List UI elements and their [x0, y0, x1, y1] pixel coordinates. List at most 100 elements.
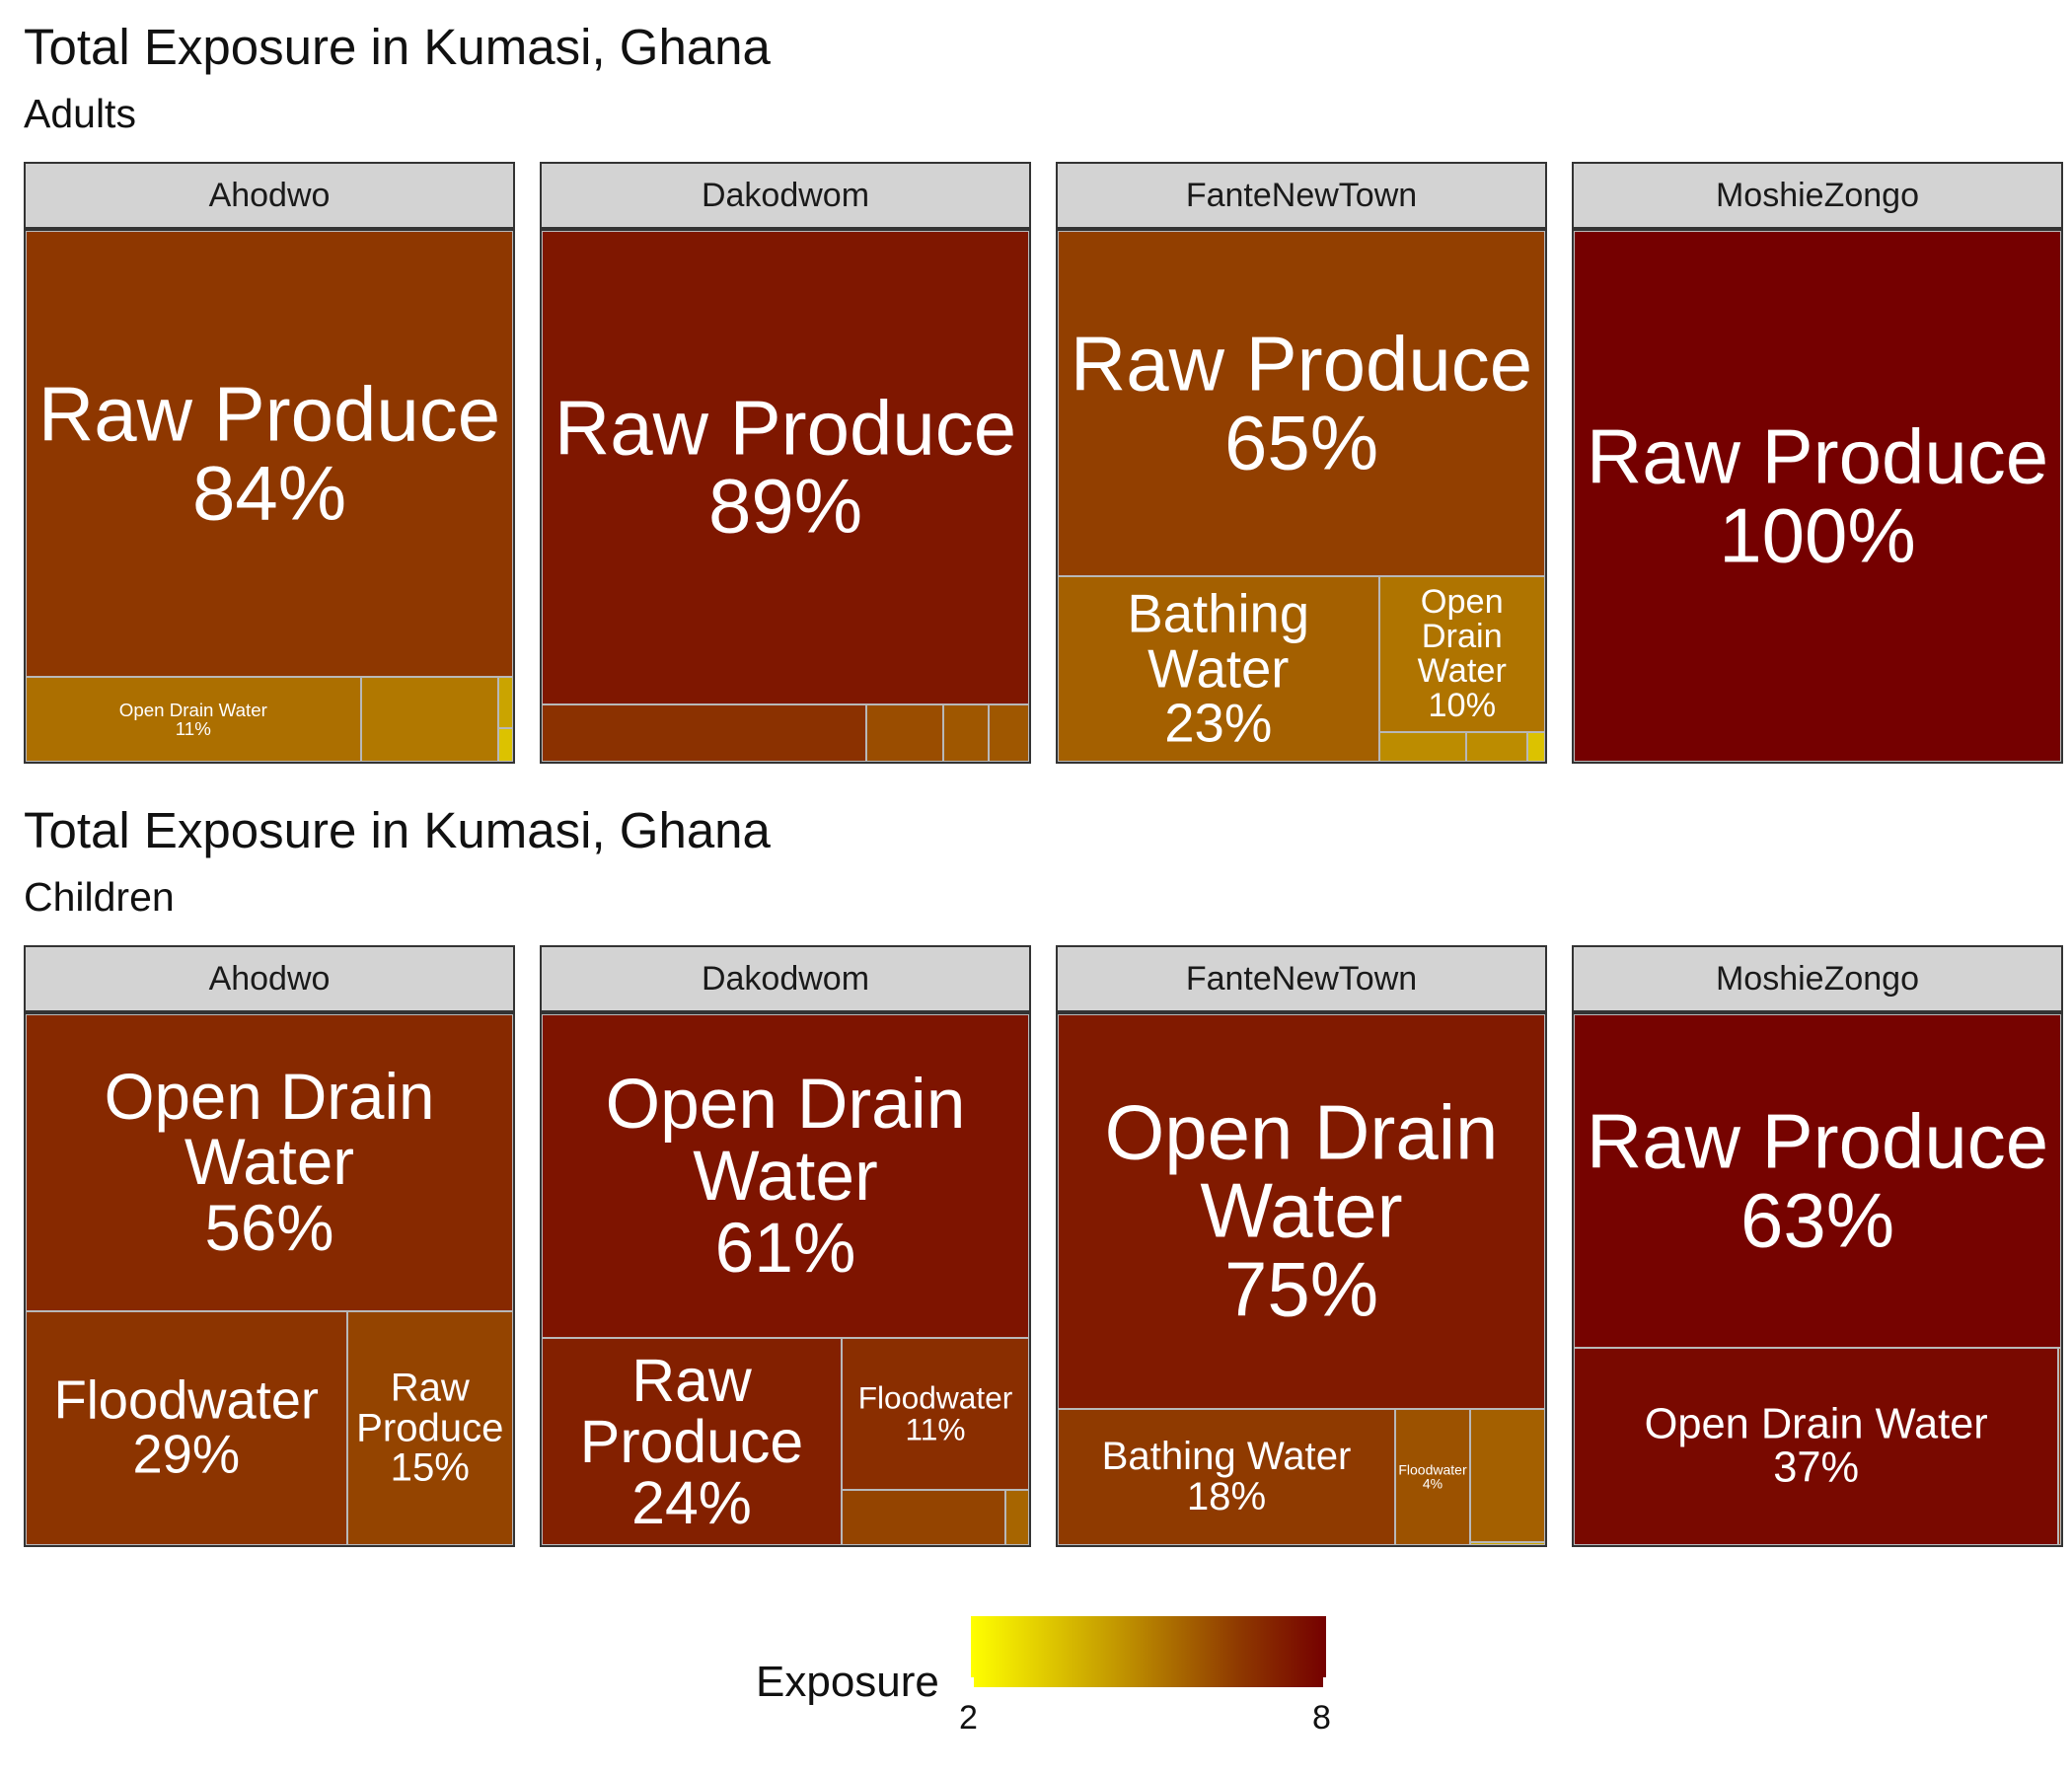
treemap-panel: Open Drain Water 61% Raw Produce 24% Floodwa… — [540, 1012, 1031, 1547]
treemap-panel: Raw Produce 100% — [1572, 229, 2063, 764]
section-subtitle: Adults — [24, 91, 136, 136]
treemap-tile — [360, 676, 498, 762]
tile-percent: 56% — [204, 1192, 334, 1265]
section-title: Total Exposure in Kumasi, Ghana — [24, 802, 771, 858]
treemap-tile: Raw Produce 15% — [346, 1311, 513, 1545]
facet-fantenewtown: FanteNewTown Open Drain Water 75% Bathing W… — [1056, 945, 1547, 1547]
facet-strip-label: MoshieZongo — [1572, 162, 2063, 229]
treemap-tile: Open Drain Water 11% — [26, 676, 361, 762]
treemap-panel: Raw Produce 84% Open Drain Water 11% — [24, 229, 515, 764]
legend-tick-min: 2 — [959, 1699, 978, 1737]
legend-tickmark-max — [1323, 1677, 1326, 1687]
facet-strip-label: FanteNewTown — [1056, 945, 1547, 1012]
tile-label: Raw Produce 89% — [543, 389, 1028, 546]
tile-label: Floodwater 11% — [843, 1382, 1028, 1446]
treemap-tile: Raw Produce 100% — [1574, 231, 2061, 762]
treemap-tile: Floodwater 29% — [26, 1311, 347, 1545]
treemap-tile: Raw Produce 84% — [26, 231, 513, 677]
treemap-tile — [542, 703, 867, 762]
tile-percent: 11% — [175, 717, 211, 739]
treemap-tile: Raw Produce 89% — [542, 231, 1029, 704]
section-title: Total Exposure in Kumasi, Ghana — [24, 19, 771, 75]
treemap-tile: Open Drain Water 56% — [26, 1014, 513, 1312]
tile-percent: 24% — [631, 1469, 752, 1537]
treemap-tile — [988, 703, 1029, 762]
tile-label: Open Drain Water 61% — [543, 1069, 1028, 1284]
tile-percent: 11% — [905, 1412, 966, 1448]
tile-category: Open Drain Water — [1104, 1088, 1499, 1254]
tile-label: Raw Produce 15% — [348, 1368, 512, 1489]
tile-percent: 23% — [1164, 693, 1273, 754]
treemap-tile — [943, 703, 989, 762]
tile-category: Bathing Water — [1101, 1433, 1352, 1478]
treemap-panel: Raw Produce 63% Open Drain Water 37% — [1572, 1012, 2063, 1547]
treemap-tile — [1005, 1490, 1029, 1545]
tile-percent: 10% — [1428, 687, 1497, 725]
treemap-tile: Open Drain Water 37% — [1574, 1348, 2059, 1545]
tile-percent: 37% — [1773, 1444, 1860, 1493]
tile-label: Raw Produce 24% — [543, 1350, 841, 1533]
tile-percent: 100% — [1719, 491, 1916, 578]
tile-category: Floodwater — [857, 1379, 1013, 1416]
tile-category: Raw Produce — [1586, 1097, 2049, 1185]
tile-percent: 15% — [390, 1446, 470, 1491]
tile-label: Raw Produce 63% — [1575, 1102, 2060, 1260]
tile-category: Open Drain Water — [1417, 583, 1507, 691]
tile-category: Open Drain Water — [104, 1060, 435, 1199]
treemap-tile — [842, 1490, 1006, 1545]
treemap-tile — [1378, 731, 1467, 762]
tile-category: Floodwater — [1398, 1461, 1467, 1478]
treemap-panel: Open Drain Water 56% Floodwater 29% Raw Prod… — [24, 1012, 515, 1547]
tile-label: Raw Produce 84% — [27, 375, 512, 532]
tile-category: Raw Produce — [1070, 320, 1533, 407]
treemap-tile — [1470, 1408, 1545, 1542]
facet-strip-label: Dakodwom — [540, 162, 1031, 229]
tile-percent: 18% — [1186, 1473, 1267, 1518]
tile-category: Raw Produce — [356, 1366, 504, 1450]
tile-category: Raw Produce — [37, 370, 501, 458]
treemap-tile — [497, 676, 513, 728]
tile-category: Open Drain Water — [1644, 1400, 1988, 1448]
tile-label: Bathing Water 18% — [1059, 1433, 1394, 1518]
facet-moshiezongo: MoshieZongo Raw Produce 100% — [1572, 162, 2063, 764]
tile-percent: 29% — [132, 1425, 241, 1485]
tile-label: Floodwater 29% — [27, 1373, 346, 1483]
tile-category: Raw Produce — [579, 1347, 804, 1476]
tile-label: Floodwater 4% — [1396, 1462, 1469, 1491]
tile-category: Open Drain Water — [118, 699, 267, 720]
treemap-tile: Raw Produce 65% — [1058, 231, 1545, 577]
facet-dakodwom: Dakodwom Open Drain Water 61% Raw Produce 24… — [540, 945, 1031, 1547]
tile-label: Open Drain Water 11% — [27, 701, 360, 738]
facet-dakodwom: Dakodwom Raw Produce 89% — [540, 162, 1031, 764]
tile-percent: 61% — [714, 1208, 856, 1288]
treemap-tile: Open Drain Water 10% — [1378, 576, 1545, 732]
treemap-tile — [1466, 731, 1528, 762]
tile-category: Floodwater — [53, 1370, 319, 1431]
legend-tickmark-min — [971, 1677, 974, 1687]
facet-ahodwo: Ahodwo Open Drain Water 56% Floodwater 29% Ra… — [24, 945, 515, 1547]
facet-ahodwo: Ahodwo Raw Produce 84% Open Drain Water 11% — [24, 162, 515, 764]
treemap-tile — [2058, 1348, 2061, 1545]
treemap-tile: Bathing Water 18% — [1058, 1408, 1395, 1545]
tile-label: Raw Produce 100% — [1575, 417, 2060, 574]
tile-label: Bathing Water 23% — [1059, 583, 1378, 754]
treemap-tile: Open Drain Water 75% — [1058, 1014, 1545, 1409]
legend-colorbar — [971, 1616, 1326, 1687]
treemap-panel: Raw Produce 89% — [540, 229, 1031, 764]
treemap-tile: Raw Produce 63% — [1574, 1014, 2061, 1349]
treemap-panel: Open Drain Water 75% Bathing Water 18% Flood… — [1056, 1012, 1547, 1547]
treemap-tile — [497, 727, 513, 762]
tile-label: Open Drain Water 10% — [1380, 585, 1544, 723]
tile-category: Open Drain Water — [605, 1064, 966, 1216]
facet-strip-label: Ahodwo — [24, 945, 515, 1012]
treemap-tile: Raw Produce 24% — [542, 1338, 842, 1545]
tile-category: Bathing Water — [1127, 583, 1310, 700]
tile-category: Raw Produce — [554, 384, 1017, 472]
tile-percent: 89% — [707, 462, 863, 550]
facet-fantenewtown: FanteNewTown Raw Produce 65% Bathing Water 2… — [1056, 162, 1547, 764]
facet-strip-label: Ahodwo — [24, 162, 515, 229]
tile-percent: 4% — [1422, 1475, 1443, 1492]
facet-strip-label: FanteNewTown — [1056, 162, 1547, 229]
facet-strip-label: MoshieZongo — [1572, 945, 2063, 1012]
treemap-tile — [866, 703, 944, 762]
